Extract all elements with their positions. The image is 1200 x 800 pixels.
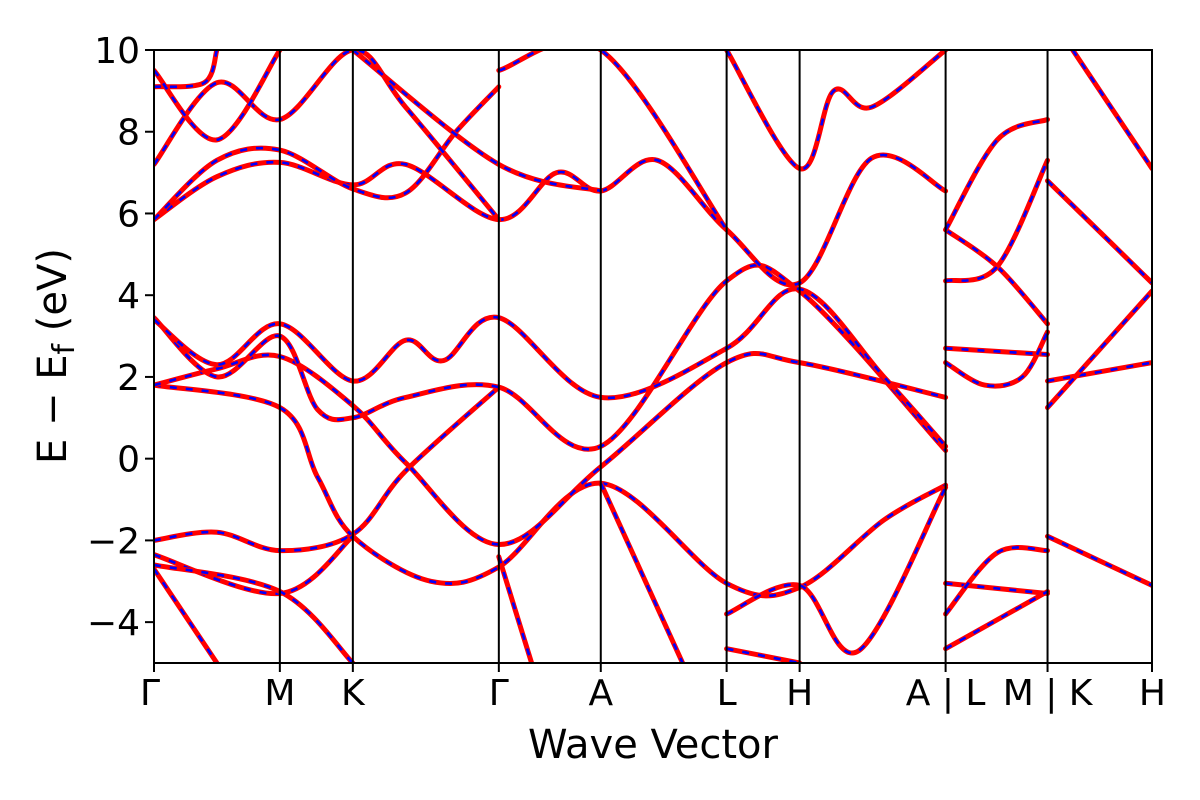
- band-line-blue-dashed: [154, 352, 946, 546]
- x-tick-label: Γ: [140, 673, 160, 714]
- band-line-red: [943, 329, 1050, 389]
- band-line-blue-dashed: [944, 331, 1049, 388]
- band-line-red: [943, 589, 1050, 652]
- band-line-blue-dashed: [726, 486, 947, 655]
- band-line-blue-dashed: [945, 159, 1049, 283]
- band-line-blue-dashed: [944, 546, 1048, 615]
- x-tick-label: Γ: [489, 673, 509, 714]
- band-line-red: [943, 117, 1050, 233]
- y-tick-label: −2: [87, 521, 140, 562]
- band-line-blue-dashed: [1046, 179, 1152, 284]
- band-line-red: [496, 50, 730, 233]
- x-axis-ticks: Γ M K Γ A L H A | L M | K H: [140, 663, 1166, 714]
- y-tick-label: −4: [87, 603, 140, 644]
- x-axis-title: Wave Vector: [528, 722, 779, 768]
- band-line-red: [943, 544, 1050, 617]
- band-line-red: [943, 227, 1050, 327]
- band-line-blue-dashed: [154, 50, 500, 221]
- x-tick-label: K: [341, 673, 366, 714]
- band-line-blue-dashed: [1071, 50, 1152, 170]
- band-line-blue-dashed: [154, 50, 281, 142]
- y-axis-title: E − Ef (eV): [30, 248, 82, 464]
- y-tick-label: 2: [117, 358, 140, 399]
- band-line-blue-dashed: [154, 153, 947, 287]
- plot-frame: [153, 49, 1153, 664]
- band-line-blue-dashed: [944, 118, 1048, 231]
- high-symmetry-lines: [278, 50, 1049, 663]
- band-line-blue-dashed: [154, 386, 500, 552]
- band-line-red: [724, 50, 949, 172]
- y-tick-label: 10: [94, 31, 140, 72]
- band-line-red: [154, 262, 949, 453]
- y-tick-label: 6: [117, 194, 140, 235]
- band-line-blue-dashed: [498, 50, 728, 231]
- x-tick-label: M | K: [1003, 673, 1094, 714]
- band-line-red: [154, 384, 502, 554]
- band-line-blue-dashed: [944, 228, 1049, 325]
- band-line-blue-dashed: [351, 50, 602, 193]
- y-axis-ticks: −4 −2 0 2 4 6 8 10: [87, 31, 154, 644]
- band-line-red: [154, 382, 949, 599]
- band-line-red: [724, 484, 949, 656]
- band-line-blue-dashed: [945, 582, 1048, 595]
- x-tick-label: H: [786, 673, 813, 714]
- band-line-red: [1045, 533, 1152, 588]
- band-line-blue-dashed: [1047, 361, 1152, 383]
- band-line-blue-dashed: [154, 263, 947, 452]
- x-tick-label: L: [717, 673, 737, 714]
- x-tick-label: M: [264, 673, 295, 714]
- band-line-blue-dashed: [154, 383, 947, 598]
- band-line-blue-dashed: [154, 50, 219, 89]
- band-line-blue-dashed: [599, 482, 684, 663]
- band-line-red: [154, 152, 949, 288]
- band-line-blue-dashed: [725, 50, 947, 170]
- band-line-blue-dashed: [1046, 290, 1152, 409]
- band-line-blue-dashed: [945, 347, 1048, 356]
- y-tick-label: 8: [117, 113, 140, 154]
- band-line-blue-dashed: [154, 287, 947, 448]
- y-tick-label: 0: [117, 440, 140, 481]
- band-line-red: [154, 566, 220, 663]
- y-tick-label: 4: [117, 276, 140, 317]
- band-lines: [154, 50, 1152, 663]
- band-line-red: [496, 554, 535, 663]
- band-line-red: [154, 50, 283, 143]
- x-tick-label: A: [588, 673, 613, 714]
- x-tick-label: A | L: [906, 673, 986, 714]
- x-tick-label: H: [1139, 673, 1166, 714]
